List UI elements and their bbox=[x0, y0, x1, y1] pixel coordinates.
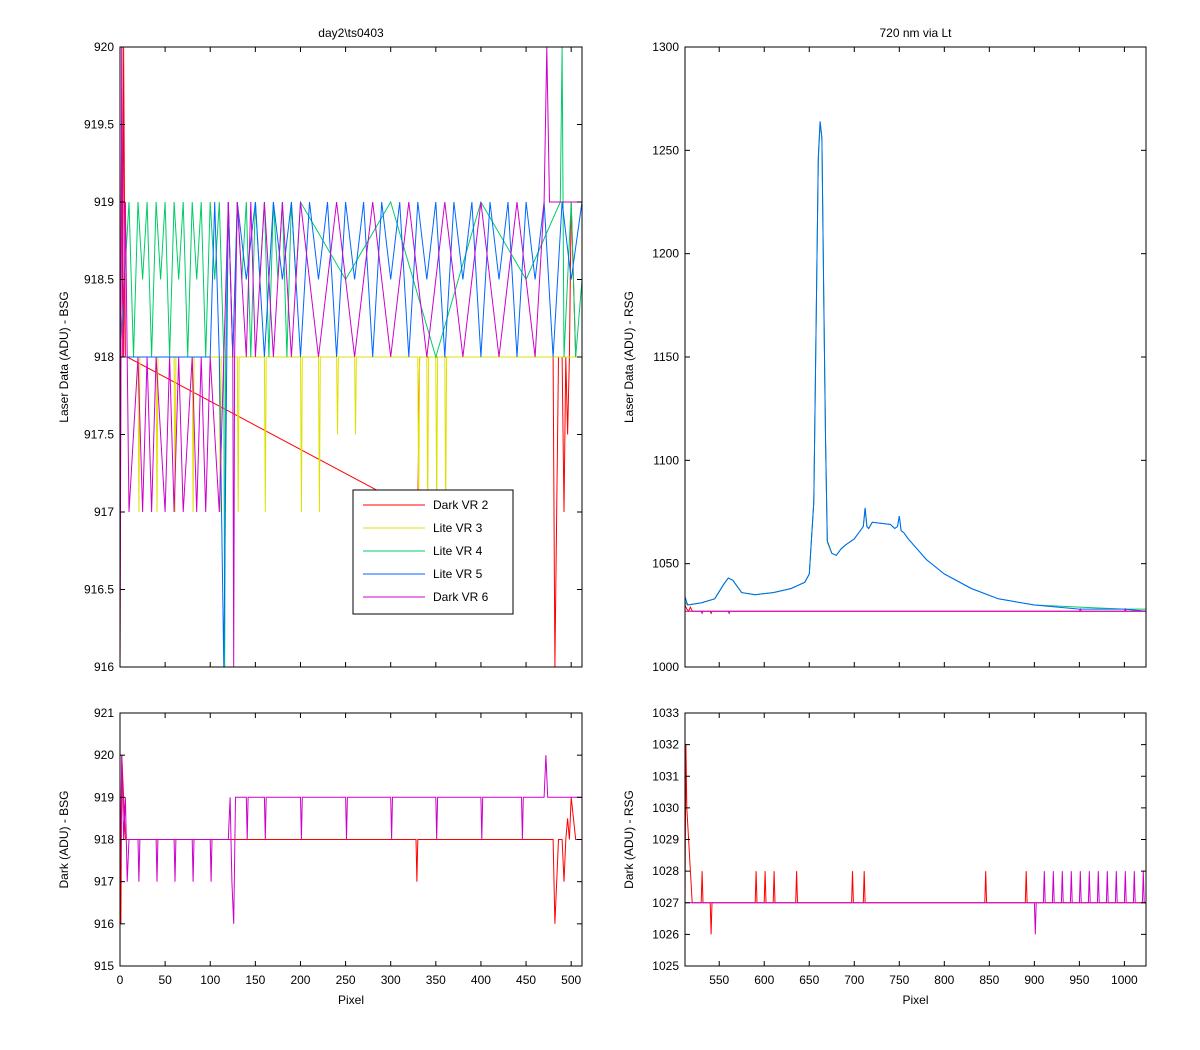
x-tick-label: 750 bbox=[889, 973, 909, 987]
y-tick-label: 1300 bbox=[652, 40, 679, 54]
y-tick-label: 916.5 bbox=[84, 583, 114, 597]
x-tick-label: 0 bbox=[117, 973, 124, 987]
y-tick-label: 918.5 bbox=[84, 273, 114, 287]
axes-tr: 1000 1050 1100 1150 1200 1250 1300 720 nm via L… bbox=[622, 26, 1147, 674]
chart-title: day2\ts0403 bbox=[318, 26, 384, 40]
y-tick-label: 1000 bbox=[652, 660, 679, 674]
y-tick-label: 917 bbox=[94, 505, 114, 519]
x-tick-label: 800 bbox=[934, 973, 954, 987]
legend-label: Lite VR 5 bbox=[433, 567, 483, 581]
x-tick-label: 300 bbox=[381, 973, 401, 987]
x-tick-label: 350 bbox=[426, 973, 446, 987]
x-tick-label: 950 bbox=[1069, 973, 1089, 987]
y-tick-label: 918 bbox=[94, 350, 114, 364]
legend-label: Lite VR 3 bbox=[433, 521, 483, 535]
y-tick-label: 1030 bbox=[652, 801, 679, 815]
y-tick-label: 1050 bbox=[652, 557, 679, 571]
series-group bbox=[685, 121, 1146, 615]
legend-label: Lite VR 4 bbox=[433, 544, 483, 558]
x-tick-label: 450 bbox=[516, 973, 536, 987]
y-axis-label: Dark (ADU) - RSG bbox=[622, 790, 636, 889]
x-tick-label: 200 bbox=[290, 973, 310, 987]
legend-label: Dark VR 6 bbox=[433, 590, 489, 604]
y-tick-label: 921 bbox=[94, 706, 114, 720]
series-group bbox=[685, 744, 1146, 935]
axes-br: 550 600 650 700 750 800 850 900 950 1000 1025 1026 1… bbox=[622, 706, 1147, 1007]
x-tick-label: 1000 bbox=[1111, 973, 1138, 987]
y-tick-label: 1031 bbox=[652, 769, 679, 783]
plot-area bbox=[685, 47, 1146, 667]
legend-label: Dark VR 2 bbox=[433, 498, 489, 512]
y-tick-label: 920 bbox=[94, 748, 114, 762]
y-tick-label: 920 bbox=[94, 40, 114, 54]
x-tick-label: 250 bbox=[336, 973, 356, 987]
x-tick-label: 50 bbox=[158, 973, 172, 987]
legend: Dark VR 2 Lite VR 3 Lite VR 4 Lite VR 5 Dark… bbox=[352, 489, 514, 615]
x-tick-label: 500 bbox=[561, 973, 581, 987]
series-line-lite-vr-5 bbox=[685, 121, 1146, 612]
x-tick-label: 550 bbox=[709, 973, 729, 987]
chart-title: 720 nm via Lt bbox=[879, 26, 952, 40]
legend-box bbox=[352, 489, 514, 615]
y-axis-label: Laser Data (ADU) - BSG bbox=[57, 291, 71, 422]
axes-bl: 0 50 100 150 200 250 300 350 400 450 500 915 916 917 9… bbox=[57, 706, 583, 1007]
x-tick-label: 700 bbox=[844, 973, 864, 987]
x-tick-label: 100 bbox=[200, 973, 220, 987]
y-tick-label: 1100 bbox=[653, 453, 679, 467]
y-tick-label: 1250 bbox=[652, 143, 679, 157]
series-line-dark-vr-6 bbox=[685, 607, 1146, 615]
y-tick-label: 1150 bbox=[653, 350, 679, 364]
y-tick-label: 918 bbox=[94, 833, 114, 847]
y-tick-label: 917 bbox=[94, 875, 114, 889]
axes-tl: 916 916.5 917 917.5 918 918.5 919 919.5 920 day2\… bbox=[57, 26, 583, 674]
x-axis-label: Pixel bbox=[338, 993, 364, 1007]
x-tick-label: 400 bbox=[471, 973, 491, 987]
y-tick-label: 919.5 bbox=[84, 118, 114, 132]
series-line-dark-vr-6 bbox=[120, 755, 582, 924]
y-tick-label: 916 bbox=[94, 660, 114, 674]
y-tick-label: 919 bbox=[94, 790, 114, 804]
y-tick-label: 916 bbox=[94, 917, 114, 931]
series-line-dark-vr-6 bbox=[120, 47, 582, 667]
series-line-dark-vr-2 bbox=[120, 47, 582, 667]
y-axis-label: Dark (ADU) - BSG bbox=[57, 790, 71, 888]
x-tick-label: 150 bbox=[245, 973, 265, 987]
x-tick-label: 900 bbox=[1024, 973, 1044, 987]
series-line-dark-vr-6 bbox=[685, 871, 1146, 935]
x-axis-label: Pixel bbox=[902, 993, 928, 1007]
y-tick-label: 1028 bbox=[652, 864, 679, 878]
y-axis-label: Laser Data (ADU) - RSG bbox=[622, 291, 636, 423]
y-tick-label: 1029 bbox=[652, 833, 679, 847]
series-group bbox=[120, 755, 582, 924]
y-tick-label: 915 bbox=[94, 959, 114, 973]
y-tick-label: 1033 bbox=[652, 706, 679, 720]
series-line-lite-vr-5 bbox=[120, 201, 582, 667]
y-tick-label: 1200 bbox=[652, 247, 679, 261]
plot-area bbox=[685, 713, 1146, 966]
y-tick-label: 1027 bbox=[652, 896, 679, 910]
x-tick-label: 850 bbox=[979, 973, 999, 987]
y-tick-label: 1026 bbox=[652, 927, 679, 941]
y-tick-label: 919 bbox=[94, 195, 114, 209]
y-tick-label: 1032 bbox=[652, 738, 679, 752]
x-tick-label: 650 bbox=[799, 973, 819, 987]
series-group bbox=[120, 47, 582, 667]
x-tick-label: 600 bbox=[754, 973, 774, 987]
y-tick-label: 917.5 bbox=[84, 428, 114, 442]
y-tick-label: 1025 bbox=[652, 959, 679, 973]
